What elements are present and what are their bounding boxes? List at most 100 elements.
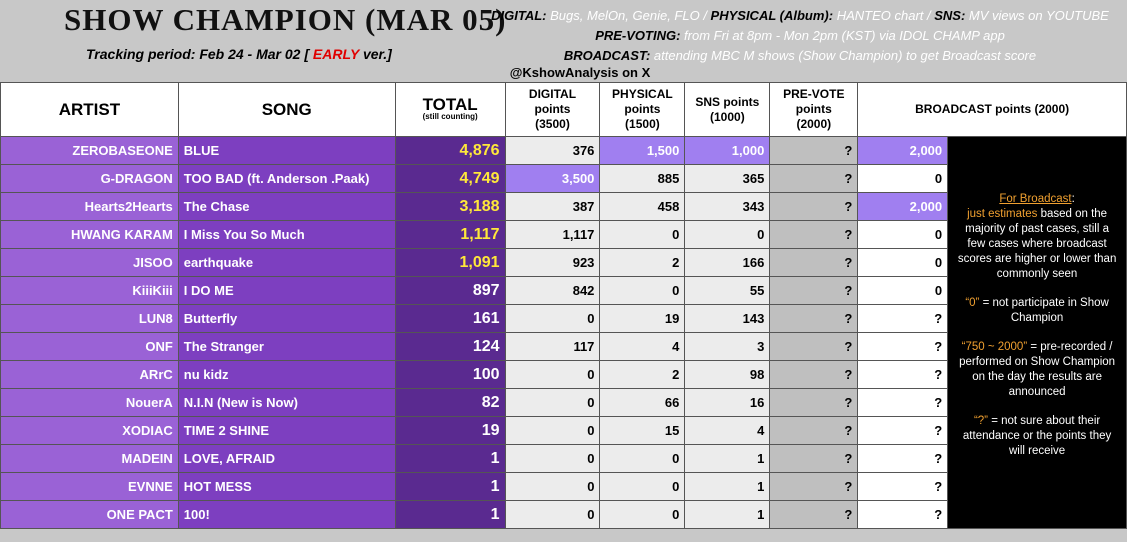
info: DIGITAL: Bugs, MelOn, Genie, FLO / PHYSI… [480, 6, 1120, 66]
prevote-cell: ? [769, 304, 859, 333]
broadcast-cell: 2,000 [857, 136, 949, 165]
total-cell: 82 [394, 388, 506, 417]
broadcast-cell: ? [857, 444, 949, 473]
song-cell: LOVE, AFRAID [177, 444, 396, 473]
artist-cell: LUN8 [0, 304, 179, 333]
column-header-text: PRE-VOTE [783, 87, 845, 101]
tracking-period: Tracking period: Feb 24 - Mar 02 [ EARLY… [86, 46, 392, 62]
song-cell: nu kidz [177, 360, 396, 389]
song-cell: HOT MESS [177, 472, 396, 501]
column-header-text: (2000) [796, 117, 832, 131]
artist-cell: EVNNE [0, 472, 179, 501]
info-value: HANTEO chart / [836, 8, 935, 23]
digital-cell: 376 [504, 136, 601, 165]
sns-cell: 55 [684, 276, 771, 305]
note-text: “750 ~ 2000” [961, 341, 1028, 353]
prevote-cell: ? [769, 248, 859, 277]
note-text: = pre-recorded / performed on Show Champ… [959, 341, 1116, 398]
prevote-cell: ? [769, 500, 859, 529]
total-cell: 1 [394, 500, 506, 529]
digital-cell: 3,500 [504, 164, 601, 193]
broadcast-cell: 0 [857, 164, 949, 193]
digital-cell: 0 [504, 444, 601, 473]
physical-cell: 66 [599, 388, 686, 417]
artist-cell: G-DRAGON [0, 164, 179, 193]
table-row: XODIAC TIME 2 SHINE 19 0 15 4?? [0, 416, 1127, 445]
tracking-text: EARLY [312, 46, 360, 62]
note-paragraph: “0” = not participate in Show Champion [956, 296, 1118, 326]
sns-cell: 365 [684, 164, 771, 193]
song-cell: earthquake [177, 248, 396, 277]
song-cell: I Miss You So Much [177, 220, 396, 249]
column-header: PHYSICAL points (1500) [599, 82, 686, 137]
broadcast-cell: 0 [857, 248, 949, 277]
info-line: BROADCAST: attending MBC M shows (Show C… [480, 46, 1120, 66]
column-header-sub: (still counting) [422, 112, 478, 121]
note-text: “0” [965, 297, 980, 309]
song-cell: N.I.N (New is Now) [177, 388, 396, 417]
table-row: ONF The Stranger 124 117 4 3?? [0, 332, 1127, 361]
sns-cell: 4 [684, 416, 771, 445]
table-row: ZEROBASEONE BLUE 4,876 376 1,500 1,000? 2,000 F… [0, 136, 1127, 529]
info-line: PRE-VOTING: from Fri at 8pm - Mon 2pm (K… [480, 26, 1120, 46]
table-row: EVNNE HOT MESS 1 0 0 1?? [0, 472, 1127, 501]
artist-cell: ONE PACT [0, 500, 179, 529]
broadcast-cell: ? [857, 416, 949, 445]
physical-cell: 4 [599, 332, 686, 361]
physical-cell: 2 [599, 248, 686, 277]
column-header-text: (3500) [535, 117, 570, 131]
column-header-text: SNS points [695, 94, 760, 109]
prevote-cell: ? [769, 136, 859, 165]
physical-cell: 2 [599, 360, 686, 389]
digital-cell: 0 [504, 304, 601, 333]
note-paragraph: just estimates based on the majority of … [956, 207, 1118, 282]
digital-cell: 0 [504, 388, 601, 417]
total-cell: 1,091 [394, 248, 506, 277]
table-row: NouerA N.I.N (New is Now) 82 0 66 16?? [0, 388, 1127, 417]
total-cell: 19 [394, 416, 506, 445]
column-header: DIGITAL points (3500) [504, 82, 601, 137]
broadcast-cell: ? [857, 332, 949, 361]
column-header-text: points [795, 102, 832, 116]
info-value: MV views on YOUTUBE [968, 8, 1109, 23]
column-header-text: (1500) [625, 117, 660, 131]
column-header-text: PHYSICAL [612, 87, 673, 101]
prevote-cell: ? [769, 276, 859, 305]
title: SHOW CHAMPION (MAR 05) [64, 2, 507, 37]
sns-cell: 1 [684, 472, 771, 501]
total-cell: 3,188 [394, 192, 506, 221]
broadcast-cell: 0 [857, 276, 949, 305]
note-panel: For Broadcast: just estimates based on th… [947, 136, 1127, 529]
digital-cell: 923 [504, 248, 601, 277]
table-row: Hearts2Hearts The Chase 3,188 387 458 343? 2,0… [0, 192, 1127, 221]
digital-cell: 1,117 [504, 220, 601, 249]
physical-cell: 19 [599, 304, 686, 333]
total-cell: 1 [394, 472, 506, 501]
note-paragraph: “750 ~ 2000” = pre-recorded / performed … [956, 340, 1118, 400]
table-row: G-DRAGON TOO BAD (ft. Anderson .Paak) 4,74… [0, 164, 1127, 193]
digital-cell: 0 [504, 500, 601, 529]
sns-cell: 1,000 [684, 136, 771, 165]
table-row: ARrC nu kidz 100 0 2 98?? [0, 360, 1127, 389]
info-label: DIGITAL: [491, 8, 551, 23]
broadcast-cell: 2,000 [857, 192, 949, 221]
column-header-text: DIGITAL [528, 87, 577, 101]
column-header: SONG [177, 82, 396, 137]
column-header-text: BROADCAST points (2000) [915, 102, 1070, 116]
broadcast-cell: ? [857, 360, 949, 389]
broadcast-cell: ? [857, 472, 949, 501]
chart-table: ARTIST SONG TOTAL (still counting) DIGITAL po… [0, 82, 1127, 529]
prevote-cell: ? [769, 416, 859, 445]
artist-cell: XODIAC [0, 416, 179, 445]
sns-cell: 143 [684, 304, 771, 333]
sns-cell: 16 [684, 388, 771, 417]
artist-cell: HWANG KARAM [0, 220, 179, 249]
column-header-text: ARTIST [58, 100, 121, 119]
info-label: PHYSICAL (Album): [710, 8, 837, 23]
column-header-text: points [534, 102, 571, 116]
digital-cell: 0 [504, 360, 601, 389]
prevote-cell: ? [769, 164, 859, 193]
table-row: JISOO earthquake 1,091 923 2 166? 0 [0, 248, 1127, 277]
physical-cell: 1,500 [599, 136, 686, 165]
artist-cell: KiiiKiii [0, 276, 179, 305]
